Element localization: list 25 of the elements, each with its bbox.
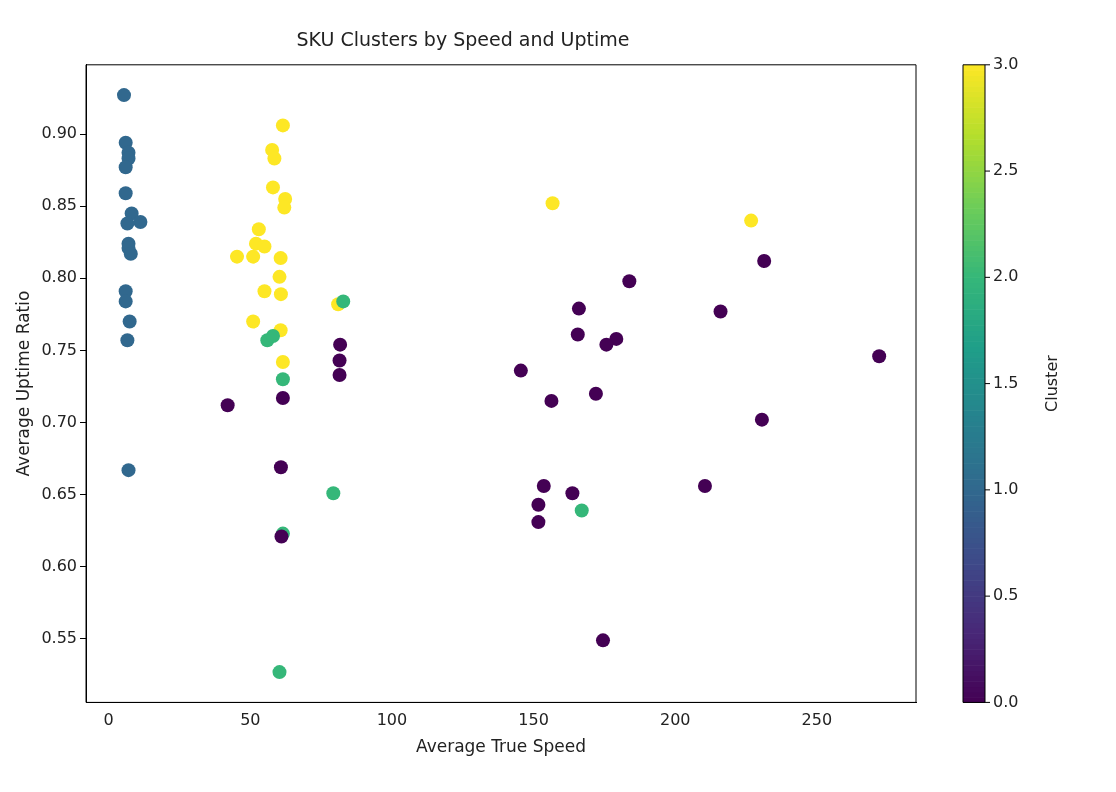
color-bar-label: 1.5 — [993, 372, 1019, 392]
y-tick-label: 0.85 — [41, 195, 78, 215]
color-bar-label: 2.0 — [993, 266, 1019, 286]
x-axis-title: Average True Speed — [416, 736, 587, 757]
color-bar-title: Cluster — [1042, 354, 1062, 412]
y-tick-label: 0.80 — [41, 267, 78, 287]
x-tick-label: 0 — [103, 710, 114, 730]
y-tick-label: 0.75 — [41, 339, 78, 359]
y-tick-label: 0.70 — [41, 411, 78, 431]
x-tick-label: 100 — [376, 710, 408, 730]
x-tick-label: 150 — [518, 710, 549, 730]
chart-title: SKU Clusters by Speed and Uptime — [296, 28, 630, 51]
color-bar-label: 0.0 — [993, 691, 1019, 711]
y-axis-title: Average Uptime Ratio — [12, 290, 33, 477]
y-tick-label: 0.90 — [41, 123, 78, 143]
color-bar-label: 1.0 — [993, 479, 1019, 499]
y-tick-label: 0.65 — [41, 483, 78, 503]
y-tick-label: 0.60 — [41, 555, 78, 575]
color-bar-label: 2.5 — [993, 160, 1019, 180]
x-tick-label: 250 — [801, 710, 833, 730]
y-tick-label: 0.55 — [41, 628, 78, 648]
color-bar-label: 3.0 — [993, 53, 1019, 73]
x-tick-label: 50 — [240, 710, 261, 730]
x-tick-label: 200 — [659, 710, 691, 730]
color-bar-label: 0.5 — [993, 585, 1019, 605]
